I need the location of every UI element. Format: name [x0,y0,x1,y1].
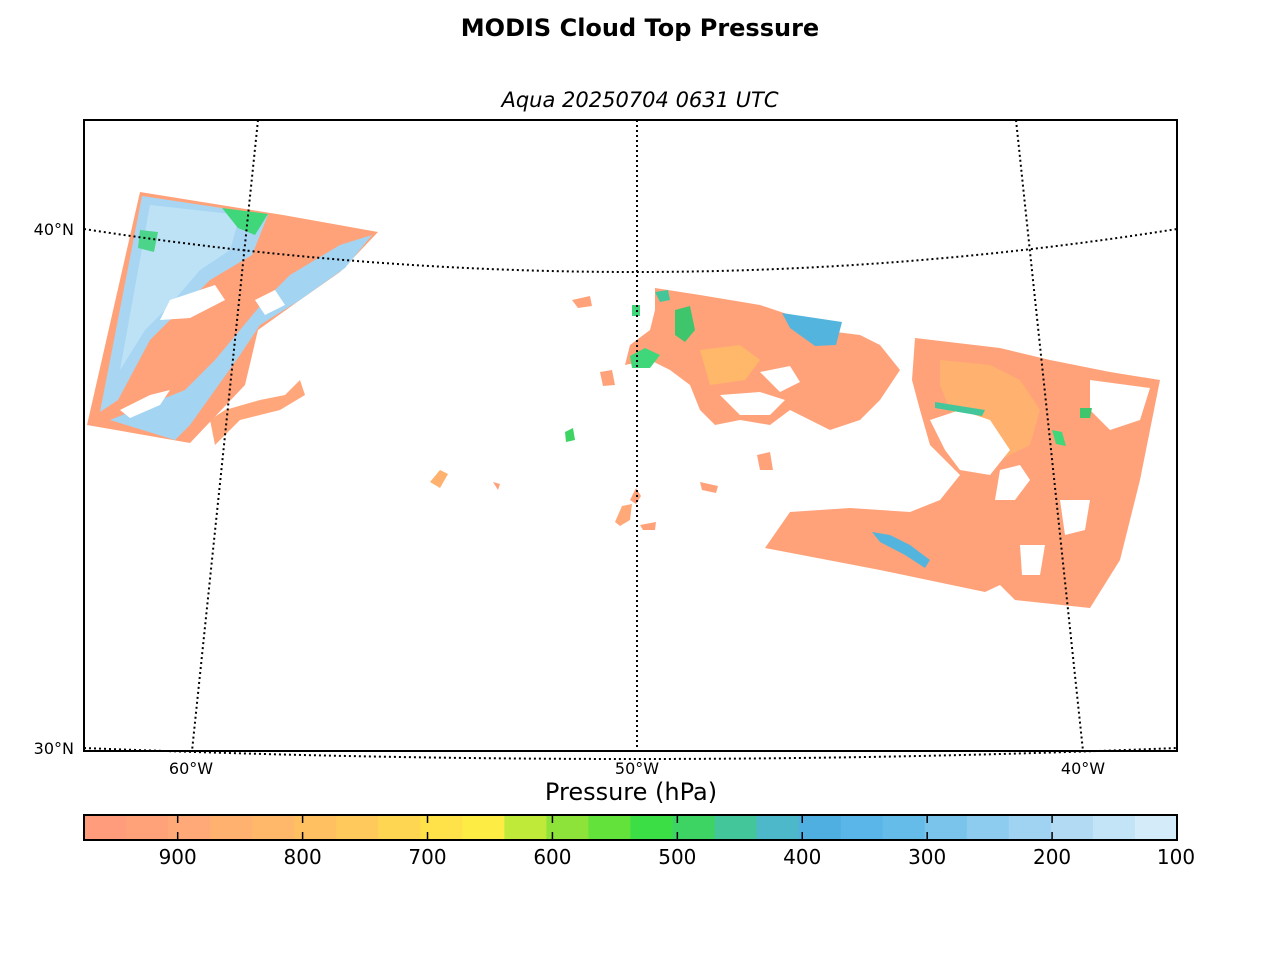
colorbar-cell [504,815,548,840]
clear-hole-east-1 [930,410,1010,475]
cloud-cluster-center [625,288,900,430]
colorbar-cell [1092,815,1136,840]
swath-west-fringe [210,380,305,445]
colorbar-cell [294,815,337,840]
colorbar-cell [252,815,295,840]
parallel-30n [83,747,1178,760]
colorbar-frame [83,814,1178,841]
colorbar-cell [378,815,421,840]
swath-east [765,338,1160,608]
colorbar-cell [126,815,169,840]
cloud-patch-8 [700,482,718,493]
colorbar-cell [420,815,463,840]
colorbar-cell [588,815,632,840]
clear-hole-east-2 [1090,380,1150,430]
colorbar-tick-label: 600 [533,845,571,869]
cloud-patch-9 [757,452,773,470]
clear-hole-east-5 [1020,545,1045,575]
swath-east-mid [940,360,1040,460]
cloud-patch-10 [640,522,656,530]
mid-cloud-east-3 [935,402,985,416]
colorbar-cell [1050,815,1094,840]
colorbar-cell [210,815,253,840]
colorbar-tick-label: 400 [783,845,821,869]
map-frame [83,119,1178,752]
parallel-40n [83,228,1178,273]
mid-cloud-center-1 [675,306,695,342]
clear-hole-west-3 [255,290,285,315]
colorbar-cell [840,815,884,840]
cloud-cluster-center-mid [700,345,760,385]
clear-hole-east-4 [1060,500,1090,535]
colorbar-cell [462,815,505,840]
colorbar-cell [168,815,211,840]
colorbar-cells [84,815,1178,840]
colorbar-tick-label: 500 [658,845,696,869]
colorbar-ticks: 900 800 700 600 500 400 300 200 100 [159,815,1195,869]
lon-label-40w: 40°W [1061,759,1105,778]
lat-label-30n: 30°N [34,739,74,758]
colorbar-cell [1134,815,1178,840]
clear-hole-west-2 [120,390,170,418]
cloud-patch-7 [600,370,615,386]
colorbar-cell [1008,815,1052,840]
mid-cloud-east-2 [1052,430,1066,446]
cloud-patch-4 [630,488,641,504]
colorbar-cell [714,815,758,840]
colorbar-cell [966,815,1010,840]
cloud-patch-3 [615,504,632,526]
colorbar-tick-label: 700 [408,845,446,869]
mid-cloud-center-2 [630,348,660,368]
colorbar-tick-label: 300 [908,845,946,869]
colorbar-cell [630,815,674,840]
colorbar-tick-label: 200 [1033,845,1071,869]
colorbar-tick-label: 100 [1157,845,1195,869]
high-cloud-center [782,313,842,346]
mid-cloud-west-2 [138,230,158,252]
clear-hole-center-1 [720,392,785,415]
mid-cloud-east-1 [1080,408,1092,418]
colorbar-cell [756,815,800,840]
colorbar-cell [672,815,716,840]
mid-cloud-center-3 [655,290,670,302]
cloud-patch-6 [572,296,592,308]
colorbar-tick-label: 900 [159,845,197,869]
clear-hole-east-3 [995,465,1030,500]
lat-label-40n: 40°N [34,220,74,239]
cloud-patch-2 [565,428,575,442]
colorbar-tick-label: 800 [284,845,322,869]
lon-label-60w: 60°W [169,759,213,778]
cloud-patch-5 [493,482,500,490]
lon-label-50w: 50°W [615,759,659,778]
chart-title: MODIS Cloud Top Pressure [460,14,820,42]
clear-hole-west-1 [160,285,225,320]
graticule [83,119,1178,760]
colorbar-cell [546,815,590,840]
colorbar-title: Pressure (hPa) [545,778,717,806]
colorbar-cell [84,815,127,840]
colorbar-cell [924,815,968,840]
meridian-60w [191,119,259,752]
high-cloud-west-3 [110,235,372,440]
colorbar-cell [882,815,926,840]
mid-cloud-west-1 [222,208,268,235]
colorbar-cell [798,815,842,840]
meridian-40w [1015,119,1084,752]
colorbar-cell [336,815,379,840]
clear-hole-center-2 [760,366,800,392]
cloud-pressure-field [87,192,1160,608]
cloud-patch-1 [430,470,448,488]
high-cloud-east-streak [872,532,930,568]
chart-subtitle: Aqua 20250704 0631 UTC [501,88,779,112]
